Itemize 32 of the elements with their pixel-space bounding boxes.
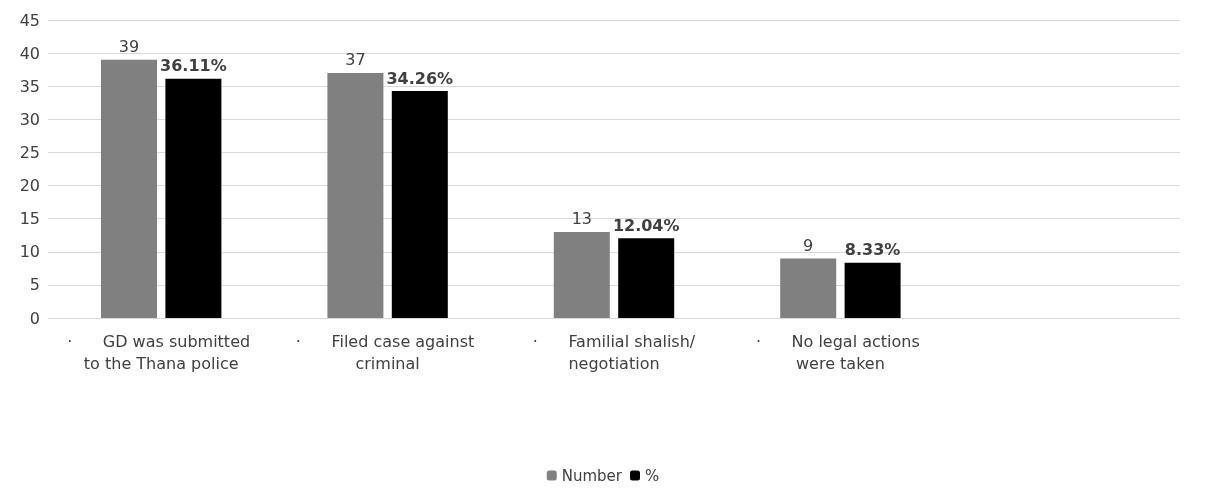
y-tick-label: 45	[19, 10, 40, 30]
data-label: 12.04%	[612, 215, 680, 235]
bar	[618, 238, 675, 318]
bar	[327, 72, 384, 318]
legend-label: Number	[561, 466, 623, 485]
bar	[391, 91, 448, 318]
bar	[780, 258, 837, 318]
y-tick-label: 30	[19, 109, 40, 129]
legend-label: %	[645, 466, 660, 485]
x-tick-label: · No legal actions were taken	[755, 331, 925, 373]
y-tick-label: 15	[19, 209, 40, 229]
data-label: 13	[571, 209, 592, 229]
y-tick-label: 25	[19, 142, 40, 162]
bar	[101, 59, 157, 318]
data-label: 34.26%	[386, 68, 454, 88]
data-label: 39	[118, 37, 140, 57]
data-label: 9	[803, 235, 814, 255]
bar	[553, 231, 610, 318]
y-tick-label: 40	[19, 43, 40, 63]
y-tick-label: 5	[29, 275, 40, 295]
bar	[165, 78, 222, 318]
x-tick-label: · Familial shalish/negotiation	[532, 331, 696, 373]
x-tick-label: · GD was submitted to the Thana police	[67, 331, 256, 373]
bar	[844, 262, 901, 318]
y-tick-label: 10	[19, 242, 40, 262]
x-tick-label: · Filed case against criminal	[295, 331, 480, 373]
data-label: 8.33%	[844, 240, 901, 260]
data-label: 36.11%	[160, 56, 227, 76]
data-label: 37	[345, 50, 366, 70]
y-tick-label: 20	[19, 176, 40, 196]
y-tick-label: 35	[19, 76, 40, 96]
y-tick-label: 0	[29, 308, 40, 328]
